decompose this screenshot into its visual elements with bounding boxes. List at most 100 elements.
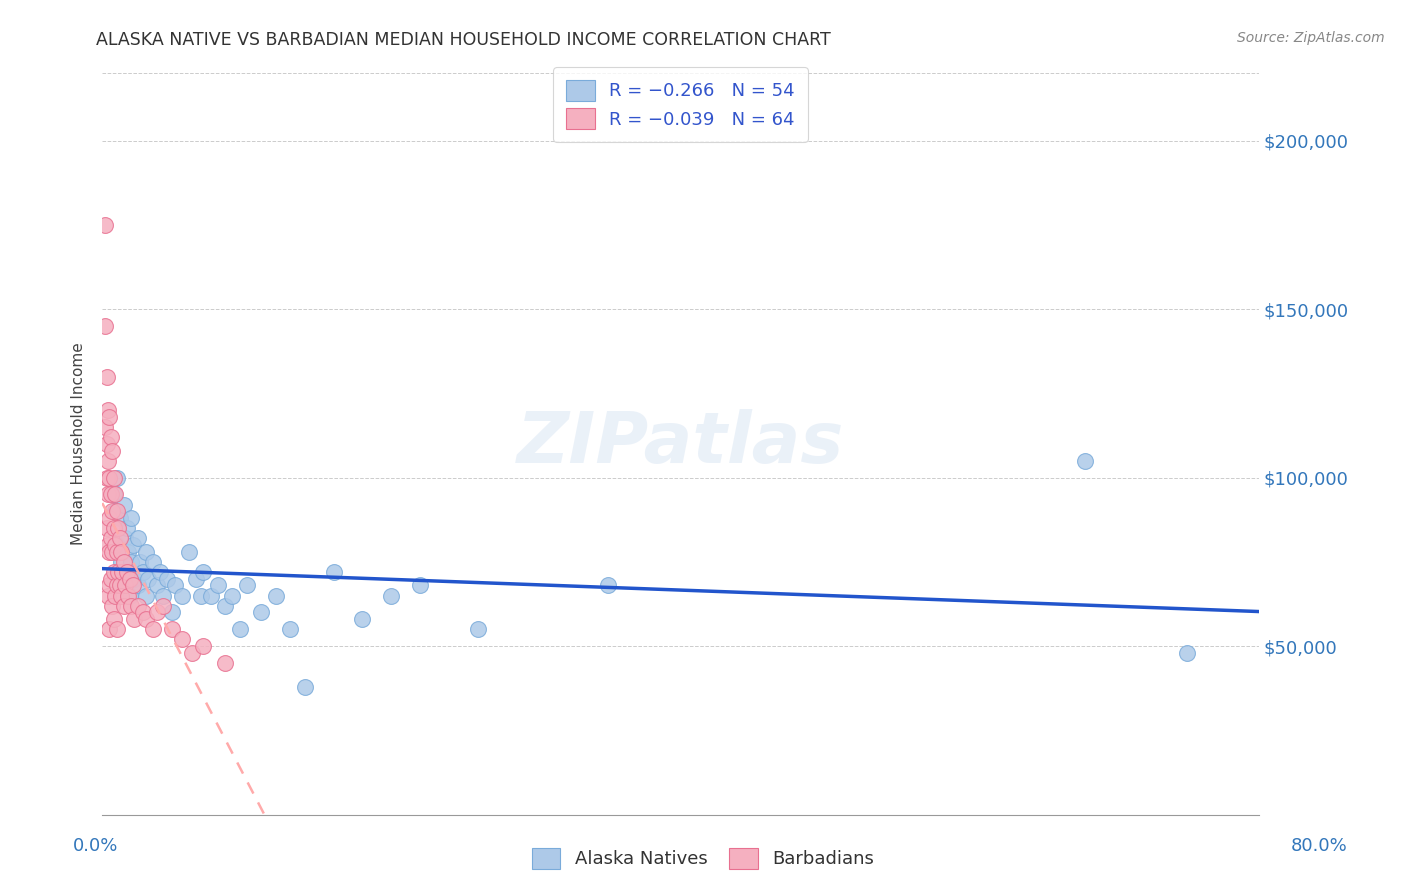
Point	[156, 572, 179, 586]
Point	[98, 511, 121, 525]
Point	[100, 430, 122, 444]
Point	[94, 420, 117, 434]
Point	[97, 538, 120, 552]
Point	[98, 578, 121, 592]
Point	[138, 572, 160, 586]
Point	[1175, 646, 1198, 660]
Point	[105, 545, 128, 559]
Point	[104, 504, 127, 518]
Point	[111, 565, 134, 579]
Point	[120, 511, 142, 525]
Point	[100, 531, 122, 545]
Point	[98, 409, 121, 424]
Point	[467, 622, 489, 636]
Point	[127, 578, 149, 592]
Point	[380, 589, 402, 603]
Point	[193, 565, 215, 579]
Point	[108, 578, 131, 592]
Point	[146, 606, 169, 620]
Point	[100, 487, 122, 501]
Point	[214, 599, 236, 613]
Point	[105, 578, 128, 592]
Point	[190, 589, 212, 603]
Point	[96, 470, 118, 484]
Point	[96, 369, 118, 384]
Text: ZIPatlas: ZIPatlas	[517, 409, 844, 478]
Point	[104, 538, 127, 552]
Point	[105, 504, 128, 518]
Point	[170, 589, 193, 603]
Point	[163, 578, 186, 592]
Point	[107, 565, 129, 579]
Point	[236, 578, 259, 592]
Point	[94, 218, 117, 232]
Point	[115, 565, 138, 579]
Point	[135, 589, 157, 603]
Point	[98, 545, 121, 559]
Point	[160, 606, 183, 620]
Point	[127, 531, 149, 545]
Point	[115, 521, 138, 535]
Point	[101, 545, 124, 559]
Point	[114, 531, 136, 545]
Point	[98, 622, 121, 636]
Point	[121, 578, 143, 592]
Point	[96, 521, 118, 535]
Point	[103, 470, 125, 484]
Point	[120, 599, 142, 613]
Point	[114, 578, 136, 592]
Point	[131, 565, 153, 579]
Point	[101, 443, 124, 458]
Point	[110, 589, 132, 603]
Point	[598, 578, 620, 592]
Point	[142, 622, 165, 636]
Point	[122, 572, 145, 586]
Text: Source: ZipAtlas.com: Source: ZipAtlas.com	[1237, 31, 1385, 45]
Point	[278, 622, 301, 636]
Point	[135, 612, 157, 626]
Point	[103, 521, 125, 535]
Point	[97, 403, 120, 417]
Text: 0.0%: 0.0%	[73, 837, 118, 855]
Text: ALASKA NATIVE VS BARBADIAN MEDIAN HOUSEHOLD INCOME CORRELATION CHART: ALASKA NATIVE VS BARBADIAN MEDIAN HOUSEH…	[96, 31, 831, 49]
Point	[110, 545, 132, 559]
Point	[214, 656, 236, 670]
Point	[97, 454, 120, 468]
Point	[170, 632, 193, 647]
Point	[207, 578, 229, 592]
Point	[117, 545, 139, 559]
Point	[142, 555, 165, 569]
Point	[112, 498, 135, 512]
Point	[228, 622, 250, 636]
Point	[104, 589, 127, 603]
Point	[294, 680, 316, 694]
Point	[97, 589, 120, 603]
Point	[112, 599, 135, 613]
Point	[112, 572, 135, 586]
Point	[105, 622, 128, 636]
Point	[101, 504, 124, 518]
Point	[108, 511, 131, 525]
Point	[264, 589, 287, 603]
Point	[105, 470, 128, 484]
Point	[121, 538, 143, 552]
Point	[131, 606, 153, 620]
Point	[98, 470, 121, 484]
Point	[103, 487, 125, 501]
Legend: R = −0.266   N = 54, R = −0.039   N = 64: R = −0.266 N = 54, R = −0.039 N = 64	[554, 68, 807, 142]
Point	[96, 437, 118, 451]
Point	[107, 521, 129, 535]
Point	[322, 565, 344, 579]
Point	[117, 589, 139, 603]
Point	[104, 487, 127, 501]
Point	[101, 599, 124, 613]
Point	[146, 578, 169, 592]
Point	[135, 545, 157, 559]
Point	[94, 318, 117, 333]
Point	[149, 565, 172, 579]
Point	[105, 538, 128, 552]
Point	[409, 578, 432, 592]
Point	[352, 612, 374, 626]
Point	[118, 572, 141, 586]
Point	[193, 639, 215, 653]
